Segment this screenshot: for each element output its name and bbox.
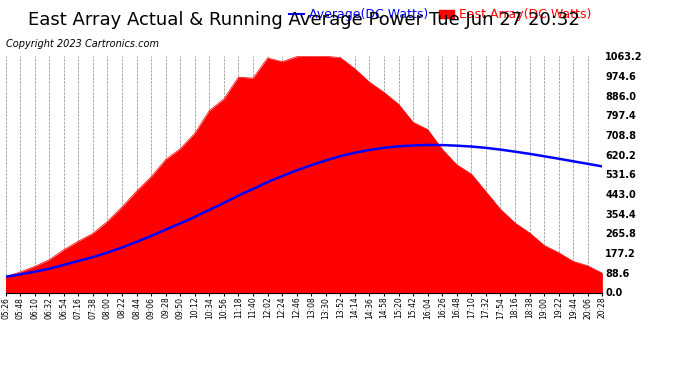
Text: East Array Actual & Running Average Power Tue Jun 27 20:32: East Array Actual & Running Average Powe… [28, 11, 580, 29]
Text: Copyright 2023 Cartronics.com: Copyright 2023 Cartronics.com [6, 39, 159, 50]
Legend: Average(DC Watts), East Array(DC Watts): Average(DC Watts), East Array(DC Watts) [284, 3, 596, 26]
